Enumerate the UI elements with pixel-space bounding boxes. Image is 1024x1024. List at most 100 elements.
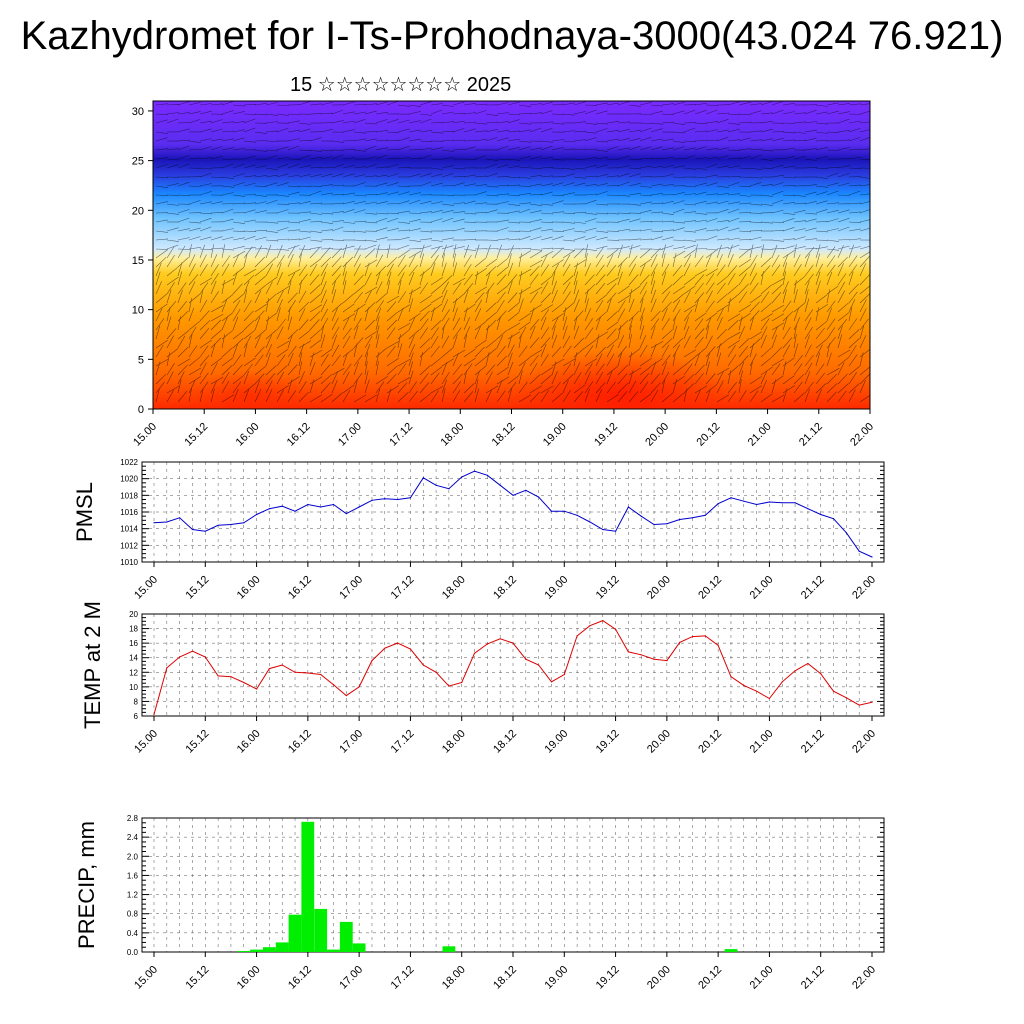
x-tick-label: 19.00 <box>542 574 570 602</box>
pmsl-point <box>858 550 860 552</box>
precip-bar <box>352 943 366 952</box>
temp2m-point <box>832 690 835 692</box>
pmsl-point <box>384 498 386 500</box>
x-tick-label: 15.12 <box>183 574 211 602</box>
temp2m-point <box>179 656 181 658</box>
x-tick-label: 20.12 <box>696 728 724 756</box>
x-tick-label: 20.00 <box>645 728 673 756</box>
temp2m-point <box>320 673 322 676</box>
pmsl-point <box>230 523 232 526</box>
x-tick-label: 17.00 <box>337 574 365 602</box>
y-tick-label: 1020 <box>120 475 138 484</box>
x-tick-label: 15.00 <box>132 728 160 756</box>
x-tick-label: 19.12 <box>594 728 622 756</box>
temp2m-point <box>653 658 655 660</box>
x-tick-label: 19.12 <box>594 964 622 992</box>
y-tick-label: 12 <box>129 668 138 677</box>
x-tick-label: 21.12 <box>799 574 827 602</box>
y-tick-label: 15 <box>132 255 144 267</box>
pmsl-point <box>358 506 360 508</box>
y-tick-label: 6 <box>134 712 139 721</box>
temp2m-point <box>486 643 488 645</box>
y-tick-label: 1012 <box>120 541 138 550</box>
x-tick-label: 16.12 <box>286 728 314 756</box>
temp2m-point <box>820 673 822 675</box>
pmsl-point <box>538 496 540 498</box>
x-tick-label: 21.00 <box>748 574 776 602</box>
x-tick-label: 16.12 <box>286 964 314 992</box>
temp2m-point <box>345 695 347 697</box>
temp2m-point <box>397 642 399 644</box>
pmsl-point <box>281 505 283 507</box>
y-tick-label: 10 <box>132 305 144 317</box>
x-tick-label: 16.00 <box>235 964 263 992</box>
x-tick-label: 18.00 <box>438 421 466 449</box>
x-tick-label: 15.00 <box>131 421 159 449</box>
x-tick-label: 21.12 <box>797 421 825 449</box>
temp2m-point <box>371 660 373 662</box>
pmsl-point <box>666 523 668 525</box>
pmsl-point <box>871 556 873 558</box>
x-tick-label: 20.00 <box>645 574 673 602</box>
y-tick-label: 2.4 <box>127 833 139 842</box>
temp2m-ylabel: TEMP at 2 M <box>80 601 105 729</box>
y-tick-label: 1016 <box>120 508 138 517</box>
cross-section-field <box>153 101 870 409</box>
precip-bar <box>301 821 315 952</box>
temp2m-point <box>756 690 758 692</box>
x-tick-label: 18.12 <box>490 421 518 449</box>
temp2m-point <box>473 652 476 654</box>
temp2m-point <box>538 664 540 666</box>
pmsl-point <box>294 510 296 512</box>
x-tick-label: 18.00 <box>440 964 468 992</box>
x-tick-label: 18.00 <box>440 574 468 602</box>
x-tick-label: 15.00 <box>132 964 160 992</box>
cross-section-fill <box>153 101 870 409</box>
y-tick-label: 16 <box>129 639 138 648</box>
temp2m-point <box>730 676 732 678</box>
pmsl-point <box>820 513 822 516</box>
temp2m-point <box>691 636 694 638</box>
y-tick-label: 2.8 <box>127 814 139 823</box>
y-tick-label: 5 <box>138 354 144 366</box>
x-tick-label: 21.00 <box>748 728 776 756</box>
temp2m-point <box>409 648 411 650</box>
temp2m-point <box>230 676 232 678</box>
temp2m-point <box>166 667 168 669</box>
pmsl-point <box>781 502 783 504</box>
pmsl-point <box>332 503 335 506</box>
y-tick-label: 0.8 <box>127 910 139 919</box>
pmsl-point <box>691 517 694 519</box>
temp2m-point <box>191 650 194 652</box>
pmsl-point <box>409 497 411 499</box>
pmsl-point <box>166 521 168 523</box>
pmsl-point <box>243 522 245 524</box>
temp2m-point <box>217 675 219 677</box>
y-tick-label: 14 <box>129 654 138 663</box>
x-tick-label: 21.12 <box>799 964 827 992</box>
y-tick-label: 0.4 <box>127 929 139 938</box>
pmsl-point <box>179 517 181 519</box>
temp2m-point <box>307 672 309 674</box>
temp2m-point <box>358 686 360 688</box>
pmsl-point <box>486 474 488 476</box>
temp2m-point <box>666 660 668 662</box>
pmsl-point <box>499 484 501 486</box>
x-tick-label: 17.12 <box>389 574 417 602</box>
x-tick-label: 18.00 <box>440 728 468 756</box>
temp2m-point <box>448 685 450 687</box>
pmsl-point <box>576 514 578 516</box>
y-tick-label: 1.2 <box>127 891 139 900</box>
temp2m-point <box>781 681 783 683</box>
temp2m-point <box>332 684 335 686</box>
temp2m-point <box>512 642 514 644</box>
pmsl-point <box>627 506 630 508</box>
page-subtitle: 15 ☆☆☆☆☆☆☆☆ 2025 <box>290 74 512 96</box>
x-tick-label: 16.00 <box>235 728 263 756</box>
x-tick-label: 21.12 <box>799 728 827 756</box>
pmsl-point <box>550 510 553 512</box>
precip-bar <box>327 949 340 952</box>
pmsl-point <box>422 477 424 479</box>
temp2m-point <box>858 704 860 706</box>
